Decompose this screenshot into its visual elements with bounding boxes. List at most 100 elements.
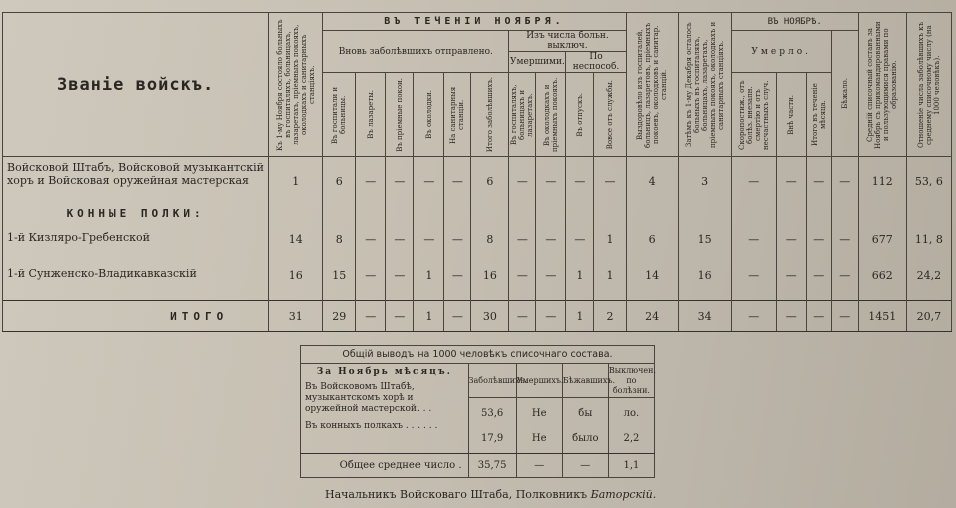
unit-name: 1-й Сунженско-Владикавказскій: [1, 262, 270, 301]
cell: [322, 200, 357, 227]
cell: —: [775, 156, 807, 201]
remaining-header: Затѣмъ къ 1-му Декабря осталось больныхъ…: [677, 12, 732, 157]
summary-value: 53,6: [480, 407, 504, 419]
total-cell: 1451: [857, 300, 907, 332]
summary-cell: ло. 2,2: [607, 397, 656, 454]
col-died-hospitals: Въ госпиталяхъ, больницахъ и лазаретахъ.: [508, 72, 537, 157]
unit-name: Войсковой Штабъ, Войсковой музыкантскій …: [1, 156, 270, 201]
avg-header: Средній списочный составъ за Ноябрь съ п…: [857, 12, 907, 157]
cell: 6: [625, 226, 679, 263]
cell: 8: [470, 226, 510, 263]
summary-value: Не: [531, 432, 547, 444]
cell: —: [535, 262, 567, 301]
summary-table: Общій выводъ на 1000 человѣкъ списочнаго…: [300, 345, 656, 478]
cell: —: [805, 226, 832, 263]
cell: —: [535, 156, 567, 201]
summary-value: Не: [531, 407, 547, 419]
summary-cell: бы было: [561, 397, 609, 454]
total-cell: —: [508, 300, 537, 332]
table-row: Войсковой Штабъ, Войсковой музыкантскій …: [1, 156, 953, 201]
summary-total-cell: —: [561, 453, 609, 478]
total-cell: 20,7: [905, 300, 953, 332]
cell: 4: [625, 156, 679, 201]
summary-col: Умершихъ.: [515, 363, 563, 398]
cell: 14: [625, 262, 679, 301]
cell: —: [565, 226, 595, 263]
cell: 3: [677, 156, 732, 201]
col-reception: Въ пріемные покои.: [385, 72, 415, 157]
summary-value: 17,9: [480, 432, 504, 444]
summary-value: было: [572, 432, 599, 444]
fled-header: Бѣжало.: [830, 30, 859, 157]
summary-total-cell: —: [515, 453, 563, 478]
col-hospitals: Въ госпитали и больницы.: [322, 72, 357, 157]
cell: 8: [322, 226, 357, 263]
cell: —: [730, 226, 777, 263]
cell: —: [355, 262, 387, 301]
cell: —: [805, 262, 832, 301]
summary-title: Общій выводъ на 1000 человѣкъ списочнаго…: [300, 345, 655, 364]
cell: [775, 200, 807, 227]
unit-name: 1-й Кизляро-Гребенской: [1, 226, 270, 263]
cell: [443, 200, 472, 227]
total-cell: 31: [268, 300, 324, 332]
died-group-header: Умершими.: [508, 51, 567, 73]
cell: —: [385, 156, 415, 201]
table-row: 1-й Сунженско-Владикавказскій 16 15— —1—16—…: [1, 262, 953, 301]
cell: 15: [322, 262, 357, 301]
cell: 112: [857, 156, 907, 201]
signature-name: Баторскій.: [590, 488, 657, 501]
cell: —: [413, 156, 445, 201]
sick-report-table: Званіе войскъ. Къ 1-му Ноября состояло б…: [1, 12, 953, 332]
cell: —: [535, 226, 567, 263]
summary-value: бы: [578, 407, 593, 419]
cell: —: [443, 156, 472, 201]
rank-header: Званіе войскъ.: [1, 12, 270, 157]
total-cell: —: [355, 300, 387, 332]
summary-cell: 53,6 17,9: [467, 397, 517, 454]
total-cell: 1: [565, 300, 595, 332]
summary-period: За Ноябрь мѣсяцъ.: [316, 367, 452, 377]
total-cell: —: [805, 300, 832, 332]
cell: —: [508, 226, 537, 263]
cell: —: [355, 156, 387, 201]
cell: [508, 200, 537, 227]
section-label: КОННЫЕ ПОЛКИ:: [1, 200, 270, 227]
total-label: ИТОГО: [1, 300, 270, 332]
cell: 16: [268, 262, 324, 301]
cell: —: [775, 226, 807, 263]
in-november-header: ВЪ НОЯБРѢ.: [730, 12, 859, 31]
excluded-header: Изъ числа больн. выключ.: [508, 30, 627, 52]
col-outside: Внѣ части.: [775, 72, 807, 157]
cell: 1: [565, 262, 595, 301]
total-cell: 2: [593, 300, 627, 332]
new-sick-header: Вновь заболѣвшихъ отправлено.: [322, 30, 510, 73]
col-discharged: Вовсе отъ службы.: [593, 72, 627, 157]
summary-total-label: Общее среднее число .: [300, 453, 469, 478]
cell: [593, 200, 627, 227]
cell: —: [830, 262, 859, 301]
cell: 24,2: [905, 262, 953, 301]
cell: [730, 200, 777, 227]
summary-value: 2,2: [623, 432, 640, 444]
start-header: Къ 1-му Ноября состояло больныхъ въ госп…: [268, 12, 324, 157]
cell: —: [385, 226, 415, 263]
cell: [470, 200, 510, 227]
col-infirmaries: Въ лазареты.: [355, 72, 387, 157]
total-cell: 34: [677, 300, 732, 332]
cell: —: [830, 156, 859, 201]
cell: —: [508, 156, 537, 201]
cell: 677: [857, 226, 907, 263]
summary-row-name: Въ Войсковомъ Штабѣ, музыкантскомъ хорѣ …: [305, 382, 432, 414]
unfit-group-header: По неспособ.: [565, 51, 627, 73]
cell: —: [730, 156, 777, 201]
cell: [905, 200, 953, 227]
cell: 662: [857, 262, 907, 301]
total-row: ИТОГО 31 29— —1—30— —1 2 24 34— — — —1451 20,7: [1, 300, 953, 332]
total-cell: 29: [322, 300, 357, 332]
cell: 16: [677, 262, 732, 301]
cell: —: [730, 262, 777, 301]
col-sanitary: На санитарныя станціи.: [443, 72, 472, 157]
cell: [413, 200, 445, 227]
cell: 11, 8: [905, 226, 953, 263]
